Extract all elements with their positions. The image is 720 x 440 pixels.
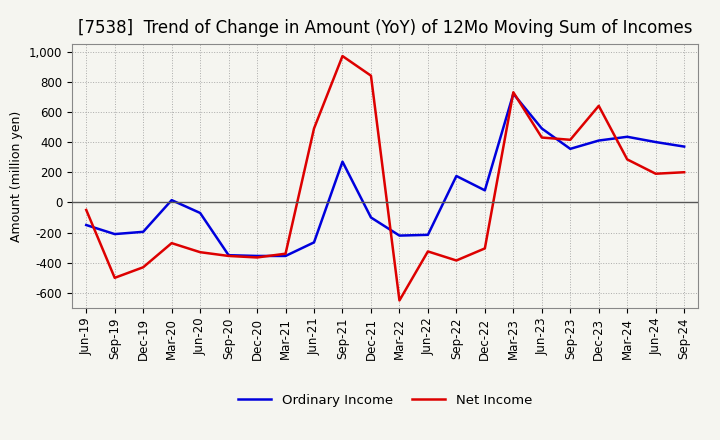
Legend: Ordinary Income, Net Income: Ordinary Income, Net Income <box>233 389 538 412</box>
Y-axis label: Amount (million yen): Amount (million yen) <box>10 110 23 242</box>
Net Income <box>253 255 261 260</box>
Net Income <box>225 253 233 259</box>
Ordinary Income <box>509 91 518 96</box>
Net Income <box>167 241 176 246</box>
Ordinary Income <box>110 231 119 237</box>
Ordinary Income <box>366 215 375 220</box>
Net Income <box>282 251 290 257</box>
Ordinary Income <box>652 139 660 145</box>
Ordinary Income <box>167 198 176 203</box>
Ordinary Income <box>310 240 318 245</box>
Line: Ordinary Income: Ordinary Income <box>86 94 684 256</box>
Net Income <box>509 90 518 95</box>
Net Income <box>595 103 603 109</box>
Net Income <box>395 298 404 303</box>
Ordinary Income <box>423 232 432 238</box>
Net Income <box>566 137 575 143</box>
Net Income <box>196 249 204 255</box>
Ordinary Income <box>537 126 546 131</box>
Net Income <box>680 169 688 175</box>
Net Income <box>366 73 375 78</box>
Net Income <box>452 258 461 263</box>
Ordinary Income <box>395 233 404 238</box>
Ordinary Income <box>139 229 148 235</box>
Ordinary Income <box>282 253 290 259</box>
Ordinary Income <box>196 210 204 216</box>
Ordinary Income <box>680 144 688 149</box>
Net Income <box>310 126 318 131</box>
Net Income <box>652 171 660 176</box>
Net Income <box>423 249 432 254</box>
Ordinary Income <box>566 146 575 151</box>
Net Income <box>480 246 489 251</box>
Ordinary Income <box>623 134 631 139</box>
Net Income <box>623 157 631 162</box>
Net Income <box>139 264 148 270</box>
Ordinary Income <box>253 253 261 259</box>
Ordinary Income <box>225 253 233 258</box>
Line: Net Income: Net Income <box>86 56 684 301</box>
Net Income <box>338 53 347 59</box>
Title: [7538]  Trend of Change in Amount (YoY) of 12Mo Moving Sum of Incomes: [7538] Trend of Change in Amount (YoY) o… <box>78 19 693 37</box>
Ordinary Income <box>480 188 489 193</box>
Ordinary Income <box>595 138 603 143</box>
Ordinary Income <box>452 173 461 179</box>
Ordinary Income <box>82 222 91 227</box>
Ordinary Income <box>338 159 347 164</box>
Net Income <box>82 207 91 213</box>
Net Income <box>110 275 119 280</box>
Net Income <box>537 135 546 140</box>
